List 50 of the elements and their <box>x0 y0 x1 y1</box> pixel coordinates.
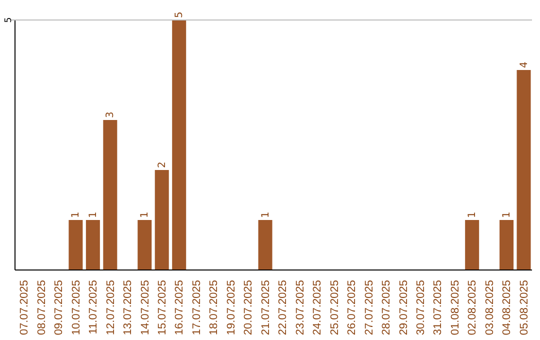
x-tick-label: 12.07.2025 <box>104 280 117 336</box>
x-tick-label: 19.07.2025 <box>225 280 238 336</box>
x-tick-label: 21.07.2025 <box>260 280 272 336</box>
x-tick-label: 31.07.2025 <box>432 280 444 336</box>
bar <box>258 220 272 270</box>
bar <box>500 220 514 270</box>
x-tick-label: 25.07.2025 <box>328 280 341 336</box>
data-label: 3 <box>105 112 116 118</box>
bar <box>138 220 152 270</box>
bar <box>516 70 531 270</box>
x-tick-label: 02.08.2025 <box>466 280 479 336</box>
x-tick-label: 30.07.2025 <box>414 280 427 336</box>
x-tick-label: 16.07.2025 <box>174 280 186 336</box>
x-tick-label: 14.07.2025 <box>139 280 152 336</box>
data-label: 5 <box>174 12 186 18</box>
x-tick-label: 13.07.2025 <box>122 280 134 336</box>
data-label: 1 <box>70 212 82 218</box>
x-tick-label: 04.08.2025 <box>501 280 514 336</box>
x-tick-label: 20.07.2025 <box>242 280 255 336</box>
bar <box>465 220 480 270</box>
x-tick-label: 11.07.2025 <box>88 280 100 334</box>
x-tick-label: 01.08.2025 <box>449 280 462 336</box>
x-tick-label: 08.07.2025 <box>36 280 48 336</box>
bar <box>154 170 169 270</box>
bar <box>172 20 186 270</box>
x-tick-label: 15.07.2025 <box>156 280 168 336</box>
x-tick-label: 27.07.2025 <box>363 280 376 336</box>
data-label: 1 <box>88 212 99 218</box>
x-tick-label: 29.07.2025 <box>398 280 410 336</box>
data-label: 2 <box>156 162 168 168</box>
x-tick-label: 18.07.2025 <box>208 280 220 336</box>
data-label: 4 <box>518 62 530 68</box>
x-tick-label: 23.07.2025 <box>294 280 306 336</box>
x-tick-label: 26.07.2025 <box>346 280 358 336</box>
x-tick-label: 05.08.2025 <box>518 280 530 336</box>
data-label: 1 <box>502 212 513 218</box>
x-tick-label: 07.07.2025 <box>18 280 31 336</box>
x-tick-label: 28.07.2025 <box>380 280 393 336</box>
x-tick-label: 24.07.2025 <box>312 280 324 336</box>
x-tick-label: 03.08.2025 <box>484 280 496 336</box>
bar <box>68 220 83 270</box>
x-tick-label: 10.07.2025 <box>70 280 82 336</box>
x-tick-label: 09.07.2025 <box>53 280 66 336</box>
x-tick-label: 17.07.2025 <box>190 280 203 336</box>
data-label: 1 <box>467 212 478 218</box>
data-label: 1 <box>140 212 151 218</box>
x-tick-label: 22.07.2025 <box>277 280 290 336</box>
bar <box>103 120 118 270</box>
data-label: 1 <box>260 212 272 218</box>
bar <box>86 220 100 270</box>
